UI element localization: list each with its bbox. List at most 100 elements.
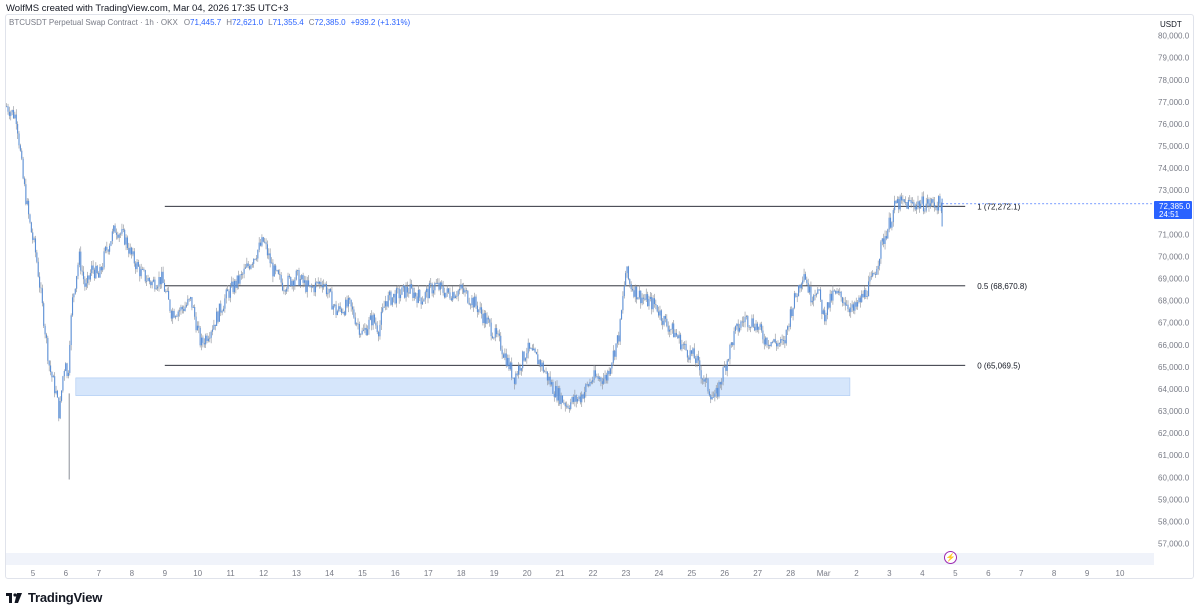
candle-body (899, 196, 901, 210)
candle-body (741, 321, 743, 323)
candle-body (478, 309, 480, 313)
candle-body (111, 231, 113, 242)
candle-body (559, 388, 561, 404)
candle-body (530, 348, 532, 349)
candle-body (308, 280, 310, 286)
y-tick-label: 71,000.0 (1158, 230, 1190, 239)
symbol-legend[interactable]: BTCUSDT Perpetual Swap Contract · 1h · O… (9, 18, 410, 27)
low-key: L (268, 18, 273, 27)
time-scale-bar[interactable] (6, 553, 1154, 565)
candle-body (642, 297, 645, 299)
candle-body (25, 184, 27, 205)
candle-body (332, 305, 334, 310)
candle-body (572, 396, 575, 402)
candle-body (507, 357, 509, 366)
candle-body (124, 229, 126, 245)
x-tick-label: 22 (589, 569, 598, 578)
candle-body (179, 310, 181, 312)
candle-body (655, 304, 657, 306)
candle-body (876, 269, 878, 275)
candle-body (630, 283, 632, 289)
candle-body (851, 304, 853, 308)
candle-body (785, 329, 787, 344)
candle-body (809, 286, 811, 293)
candle-body (766, 337, 768, 346)
candle-body (76, 276, 78, 289)
candle-body (861, 293, 863, 303)
y-tick-label: 57,000.0 (1158, 540, 1190, 549)
candle-body (637, 297, 639, 300)
candle-body (338, 306, 340, 312)
x-tick-label: 8 (130, 569, 135, 578)
candle-body (892, 210, 894, 223)
candle-body (822, 310, 824, 314)
candle-body (836, 291, 838, 294)
candle-body (460, 284, 462, 289)
candle-body (404, 285, 406, 298)
candle-body (312, 286, 314, 288)
candle-body (89, 273, 91, 280)
candle-body (191, 297, 193, 308)
candle-body (846, 304, 848, 306)
candle-body (132, 251, 134, 255)
candle-body (448, 288, 450, 293)
candle-body (830, 293, 833, 301)
chart-frame[interactable] (5, 14, 1194, 579)
candle-body (317, 281, 319, 284)
candle-body (560, 395, 562, 405)
candle-body (356, 323, 358, 325)
candle-body (537, 354, 539, 365)
candle-body (291, 280, 293, 287)
lightning-icon[interactable]: ⚡ (944, 551, 957, 564)
candle-body (172, 310, 174, 319)
candle-body (723, 365, 726, 368)
symbol-name[interactable]: BTCUSDT Perpetual Swap Contract · 1h · O… (9, 18, 178, 27)
candle-body (302, 275, 304, 283)
candle-body (502, 354, 505, 358)
candle-body (658, 311, 660, 316)
candle-body (879, 258, 881, 266)
candle-body (328, 288, 330, 293)
candle-body (929, 203, 931, 207)
x-tick-label: 7 (97, 569, 102, 578)
candle-body (18, 133, 20, 146)
candle-body (869, 276, 871, 282)
candle-body (835, 290, 837, 294)
candle-body (832, 290, 834, 301)
candle-body (813, 295, 815, 301)
candle-body (159, 277, 161, 285)
candle-body (44, 325, 46, 335)
candle-body (895, 200, 897, 204)
candle-body (673, 323, 675, 338)
candle-body (456, 295, 458, 297)
currency-label[interactable]: USDT (1160, 20, 1182, 29)
candle-body (413, 292, 415, 298)
candle-body (824, 310, 826, 322)
x-tick-label: 17 (424, 569, 433, 578)
candle-body (796, 296, 798, 298)
candle-body (233, 281, 236, 293)
candle-body (581, 394, 583, 403)
candle-body (743, 321, 745, 323)
candle-body (535, 352, 537, 355)
candle-body (96, 265, 98, 273)
candle-body (236, 275, 238, 288)
candle-body (379, 324, 381, 337)
candle-body (936, 206, 938, 211)
candle-body (762, 330, 764, 340)
y-tick-label: 61,000.0 (1158, 451, 1190, 460)
candle-body (616, 335, 618, 344)
y-tick-label: 77,000.0 (1158, 98, 1190, 107)
candle-body (527, 342, 529, 354)
candle-body (43, 303, 45, 326)
candle-body (599, 377, 601, 379)
candle-body (862, 293, 864, 298)
candle-body (865, 290, 867, 297)
candle-body (247, 263, 249, 267)
candle-body (533, 348, 535, 351)
candle-body (369, 315, 371, 320)
candle-body (78, 251, 80, 265)
candle-body (251, 263, 253, 265)
candle-body (874, 274, 876, 275)
